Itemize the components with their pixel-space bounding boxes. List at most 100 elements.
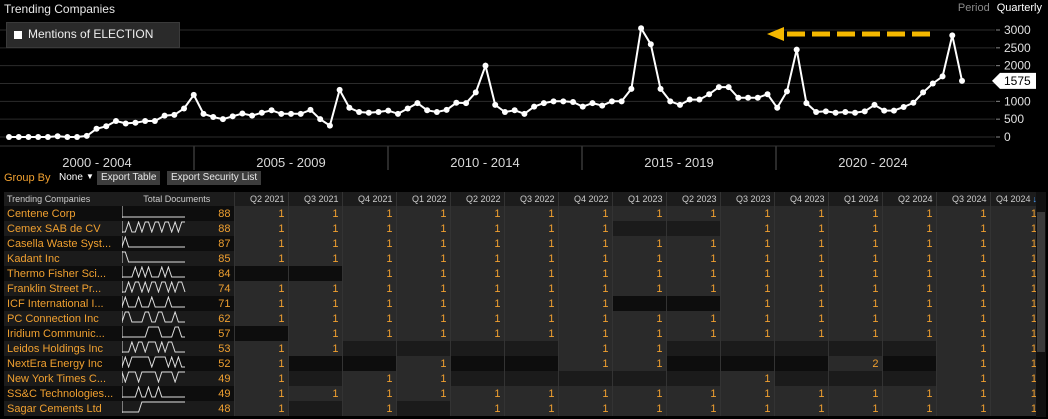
quarter-cell[interactable]: 1 bbox=[557, 326, 612, 341]
column-header-company[interactable]: Trending Companies bbox=[4, 192, 120, 206]
quarter-cell[interactable]: 1 bbox=[989, 326, 1040, 341]
quarter-cell[interactable]: 1 bbox=[233, 296, 288, 311]
quarter-cell[interactable]: 1 bbox=[341, 386, 396, 401]
quarter-cell[interactable]: 1 bbox=[989, 341, 1040, 356]
column-header-quarter[interactable]: Q3 2021 bbox=[287, 192, 342, 206]
data-point[interactable] bbox=[628, 85, 635, 92]
data-point[interactable] bbox=[482, 62, 489, 69]
quarter-cell[interactable]: 1 bbox=[233, 311, 288, 326]
data-point[interactable] bbox=[861, 108, 868, 115]
quarter-cell[interactable]: 1 bbox=[557, 386, 612, 401]
data-point[interactable] bbox=[443, 106, 450, 113]
data-point[interactable] bbox=[764, 91, 771, 98]
data-point[interactable] bbox=[599, 102, 606, 109]
quarter-cell[interactable]: 1 bbox=[773, 236, 828, 251]
data-point[interactable] bbox=[25, 134, 32, 140]
data-point[interactable] bbox=[540, 100, 547, 107]
data-point[interactable] bbox=[667, 98, 674, 105]
quarter-cell[interactable]: 1 bbox=[827, 296, 882, 311]
quarter-cell[interactable]: 1 bbox=[395, 371, 450, 386]
quarter-cell[interactable] bbox=[665, 371, 720, 386]
data-point[interactable] bbox=[929, 80, 936, 87]
quarter-cell[interactable]: 1 bbox=[989, 281, 1040, 296]
quarter-cell[interactable] bbox=[557, 371, 612, 386]
data-point[interactable] bbox=[472, 89, 479, 96]
quarter-cell[interactable]: 1 bbox=[935, 236, 990, 251]
quarter-cell[interactable] bbox=[287, 371, 342, 386]
quarter-cell[interactable]: 1 bbox=[611, 206, 666, 221]
data-point[interactable] bbox=[774, 104, 781, 111]
quarter-cell[interactable]: 1 bbox=[989, 251, 1040, 266]
company-name[interactable]: Casella Waste Syst... bbox=[4, 236, 120, 251]
quarter-cell[interactable] bbox=[611, 221, 666, 236]
data-point[interactable] bbox=[317, 116, 324, 123]
quarter-cell[interactable]: 1 bbox=[557, 296, 612, 311]
quarter-cell[interactable] bbox=[341, 356, 396, 371]
quarter-cell[interactable] bbox=[503, 371, 558, 386]
quarter-cell[interactable]: 1 bbox=[773, 221, 828, 236]
quarter-cell[interactable]: 1 bbox=[503, 386, 558, 401]
quarter-cell[interactable] bbox=[719, 341, 774, 356]
quarter-cell[interactable]: 1 bbox=[233, 401, 288, 416]
data-point[interactable] bbox=[346, 104, 353, 111]
quarter-cell[interactable]: 1 bbox=[449, 281, 504, 296]
data-point[interactable] bbox=[832, 109, 839, 116]
quarter-cell[interactable]: 1 bbox=[935, 326, 990, 341]
quarter-cell[interactable] bbox=[881, 371, 936, 386]
quarter-cell[interactable]: 1 bbox=[449, 236, 504, 251]
quarter-cell[interactable]: 1 bbox=[557, 281, 612, 296]
quarter-cell[interactable]: 1 bbox=[665, 206, 720, 221]
quarter-cell[interactable]: 1 bbox=[719, 281, 774, 296]
quarter-cell[interactable] bbox=[287, 266, 342, 281]
quarter-cell[interactable]: 1 bbox=[395, 311, 450, 326]
quarter-cell[interactable]: 1 bbox=[935, 281, 990, 296]
quarter-cell[interactable]: 1 bbox=[233, 236, 288, 251]
data-point[interactable] bbox=[949, 32, 956, 39]
quarter-cell[interactable] bbox=[773, 341, 828, 356]
quarter-cell[interactable]: 1 bbox=[341, 371, 396, 386]
data-point[interactable] bbox=[54, 133, 61, 140]
quarter-cell[interactable]: 1 bbox=[989, 236, 1040, 251]
quarter-cell[interactable]: 1 bbox=[881, 236, 936, 251]
company-name[interactable]: Franklin Street Pr... bbox=[4, 281, 120, 296]
quarter-cell[interactable]: 1 bbox=[773, 311, 828, 326]
quarter-cell[interactable]: 1 bbox=[611, 236, 666, 251]
quarter-cell[interactable]: 1 bbox=[395, 221, 450, 236]
data-point[interactable] bbox=[307, 106, 314, 113]
data-point[interactable] bbox=[258, 109, 265, 116]
quarter-cell[interactable]: 1 bbox=[449, 251, 504, 266]
quarter-cell[interactable]: 1 bbox=[935, 266, 990, 281]
quarter-cell[interactable]: 1 bbox=[611, 266, 666, 281]
quarter-cell[interactable]: 1 bbox=[719, 296, 774, 311]
data-point[interactable] bbox=[268, 107, 275, 114]
quarter-cell[interactable]: 1 bbox=[773, 206, 828, 221]
quarter-cell[interactable]: 1 bbox=[233, 281, 288, 296]
company-name[interactable]: Sagar Cements Ltd bbox=[4, 401, 120, 416]
quarter-cell[interactable]: 1 bbox=[503, 311, 558, 326]
data-point[interactable] bbox=[589, 100, 596, 107]
quarter-cell[interactable] bbox=[611, 371, 666, 386]
quarter-cell[interactable]: 1 bbox=[881, 251, 936, 266]
quarter-cell[interactable]: 1 bbox=[773, 266, 828, 281]
data-point[interactable] bbox=[531, 103, 538, 110]
quarter-cell[interactable] bbox=[233, 266, 288, 281]
data-point[interactable] bbox=[608, 98, 615, 105]
quarter-cell[interactable]: 1 bbox=[287, 236, 342, 251]
quarter-cell[interactable]: 1 bbox=[233, 251, 288, 266]
quarter-cell[interactable]: 1 bbox=[935, 206, 990, 221]
quarter-cell[interactable]: 1 bbox=[557, 251, 612, 266]
group-by-dropdown-icon[interactable]: ▼ bbox=[86, 172, 94, 181]
quarter-cell[interactable]: 1 bbox=[719, 311, 774, 326]
quarter-cell[interactable] bbox=[233, 326, 288, 341]
quarter-cell[interactable]: 1 bbox=[233, 221, 288, 236]
quarter-cell[interactable]: 1 bbox=[773, 401, 828, 416]
period-value[interactable]: Quarterly bbox=[996, 2, 1042, 14]
data-point[interactable] bbox=[550, 98, 557, 105]
table-row[interactable]: Sagar Cements Ltd 48 1 1 1 1 1 1 1 1 1 1 1 1 1 bbox=[4, 401, 1040, 416]
quarter-cell[interactable]: 1 bbox=[503, 326, 558, 341]
data-point[interactable] bbox=[715, 84, 722, 91]
company-name[interactable]: Thermo Fisher Sci... bbox=[4, 266, 120, 281]
data-point[interactable] bbox=[501, 109, 508, 116]
export-table-button[interactable]: Export Table bbox=[97, 171, 161, 185]
quarter-cell[interactable]: 1 bbox=[449, 221, 504, 236]
